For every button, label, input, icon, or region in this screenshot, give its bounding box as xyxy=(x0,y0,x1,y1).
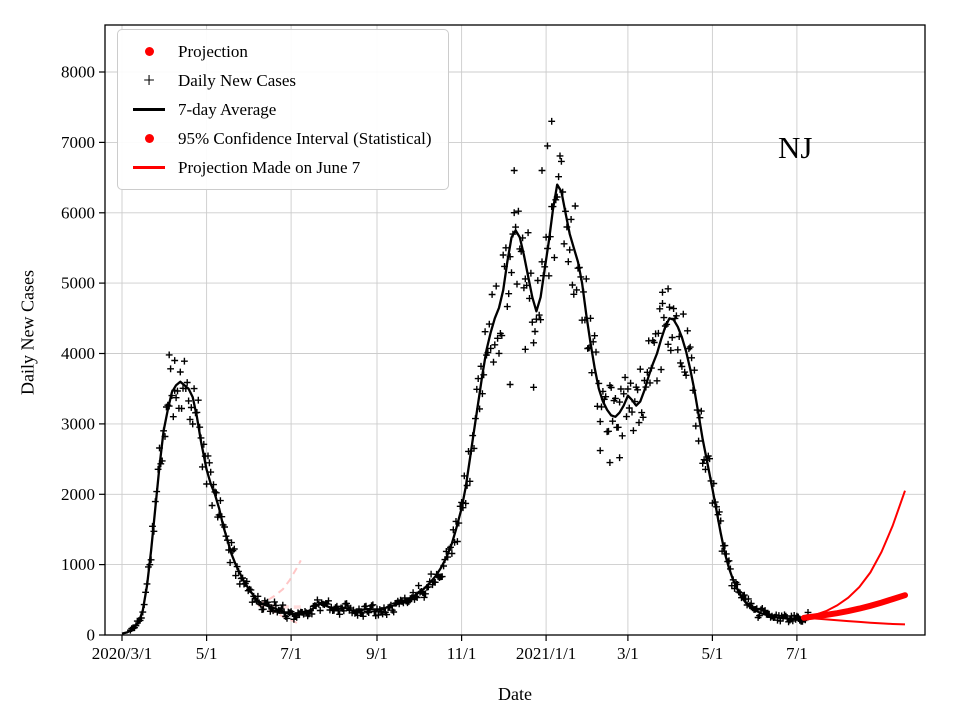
svg-text:3/1: 3/1 xyxy=(617,644,639,663)
svg-text:5/1: 5/1 xyxy=(196,644,218,663)
svg-text:2000: 2000 xyxy=(61,485,95,504)
svg-text:6000: 6000 xyxy=(61,203,95,222)
x-axis-label: Date xyxy=(498,684,532,704)
svg-text:11/1: 11/1 xyxy=(447,644,477,663)
svg-text:1000: 1000 xyxy=(61,555,95,574)
svg-text:5/1: 5/1 xyxy=(702,644,724,663)
svg-text:7/1: 7/1 xyxy=(280,644,302,663)
svg-text:8000: 8000 xyxy=(61,63,95,82)
legend-item: 95% Confidence Interval (Statistical) xyxy=(126,124,432,153)
legend-label: 95% Confidence Interval (Statistical) xyxy=(178,128,432,148)
legend-line-icon xyxy=(126,166,172,169)
state-annotation: NJ xyxy=(778,130,813,165)
legend-item: 7-day Average xyxy=(126,95,432,124)
legend-label: Daily New Cases xyxy=(178,70,297,90)
svg-text:7000: 7000 xyxy=(61,133,95,152)
legend-label: Projection xyxy=(178,41,248,61)
legend-item: Projection xyxy=(126,37,432,66)
legend: Projection + Daily New Cases 7-day Average 9… xyxy=(117,29,449,190)
legend-label: Projection Made on June 7 xyxy=(178,157,361,177)
legend-item: + Daily New Cases xyxy=(126,66,432,95)
svg-text:3000: 3000 xyxy=(61,414,95,433)
legend-dot-icon xyxy=(126,134,172,143)
svg-text:4000: 4000 xyxy=(61,344,95,363)
y-axis-label: Daily New Cases xyxy=(17,270,38,395)
svg-text:2021/1/1: 2021/1/1 xyxy=(516,644,576,663)
svg-text:5000: 5000 xyxy=(61,274,95,293)
svg-text:9/1: 9/1 xyxy=(366,644,388,663)
legend-dot-icon xyxy=(126,47,172,56)
legend-item: Projection Made on June 7 xyxy=(126,153,432,182)
svg-text:0: 0 xyxy=(87,626,96,645)
legend-plus-icon: + xyxy=(143,68,155,92)
legend-line-icon xyxy=(126,108,172,111)
legend-label: 7-day Average xyxy=(178,99,277,119)
svg-text:7/1: 7/1 xyxy=(786,644,808,663)
svg-text:2020/3/1: 2020/3/1 xyxy=(92,644,152,663)
